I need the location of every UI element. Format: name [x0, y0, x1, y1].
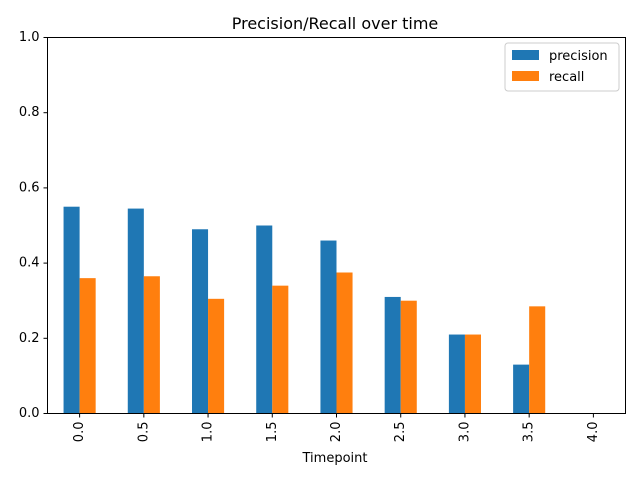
- x-tick-label: 4.0: [586, 422, 601, 443]
- bar-precision-2.0: [320, 240, 337, 414]
- x-tick-label: 2.0: [329, 422, 344, 443]
- y-tick-label: 0.6: [19, 180, 40, 195]
- bar-precision-3.5: [513, 364, 530, 414]
- legend-swatch-recall: [512, 71, 539, 81]
- y-tick-label: 0.4: [19, 256, 40, 271]
- legend-label-precision: precision: [549, 49, 608, 64]
- bar-precision-1.5: [256, 225, 273, 414]
- bar-precision-0.5: [127, 208, 144, 414]
- x-tick-label: 0.0: [72, 422, 87, 443]
- y-tick-label: 1.0: [19, 30, 40, 45]
- bar-recall-1.5: [272, 285, 289, 414]
- bar-recall-2.5: [400, 300, 417, 414]
- x-tick-label: 2.5: [393, 422, 408, 443]
- x-tick-label: 1.0: [201, 422, 216, 443]
- x-axis-label: Timepoint: [302, 451, 368, 466]
- y-tick-label: 0.2: [19, 331, 40, 346]
- chart-title: Precision/Recall over time: [232, 14, 439, 33]
- y-axis: 0.0 0.2 0.4 0.6 0.8 1.0: [19, 30, 48, 421]
- bar-recall-0.5: [143, 276, 160, 414]
- bar-precision-2.5: [384, 296, 401, 414]
- bar-precision-1.0: [192, 229, 209, 414]
- x-axis: 0.0 0.5 1.0 1.5 2.0 2.5 3.0 3.5 4.0: [72, 413, 601, 443]
- x-tick-label: 3.5: [522, 422, 537, 443]
- bar-recall-2.0: [336, 272, 353, 414]
- bar-recall-0.0: [79, 278, 96, 414]
- plot-frame: [47, 37, 626, 414]
- bar-precision-3.0: [448, 334, 465, 414]
- legend-label-recall: recall: [549, 70, 584, 85]
- x-tick-label: 0.5: [136, 422, 151, 443]
- legend: precision recall: [504, 42, 620, 92]
- y-tick-label: 0.0: [19, 406, 40, 421]
- bar-recall-3.5: [529, 306, 546, 414]
- x-tick-label: 3.0: [457, 422, 472, 443]
- bar-recall-3.0: [464, 334, 481, 414]
- bars-group: [63, 206, 546, 414]
- x-tick-label: 1.5: [265, 422, 280, 443]
- bar-precision-0.0: [63, 206, 80, 414]
- bar-recall-1.0: [208, 298, 225, 414]
- legend-swatch-precision: [512, 50, 539, 60]
- y-tick-label: 0.8: [19, 105, 40, 120]
